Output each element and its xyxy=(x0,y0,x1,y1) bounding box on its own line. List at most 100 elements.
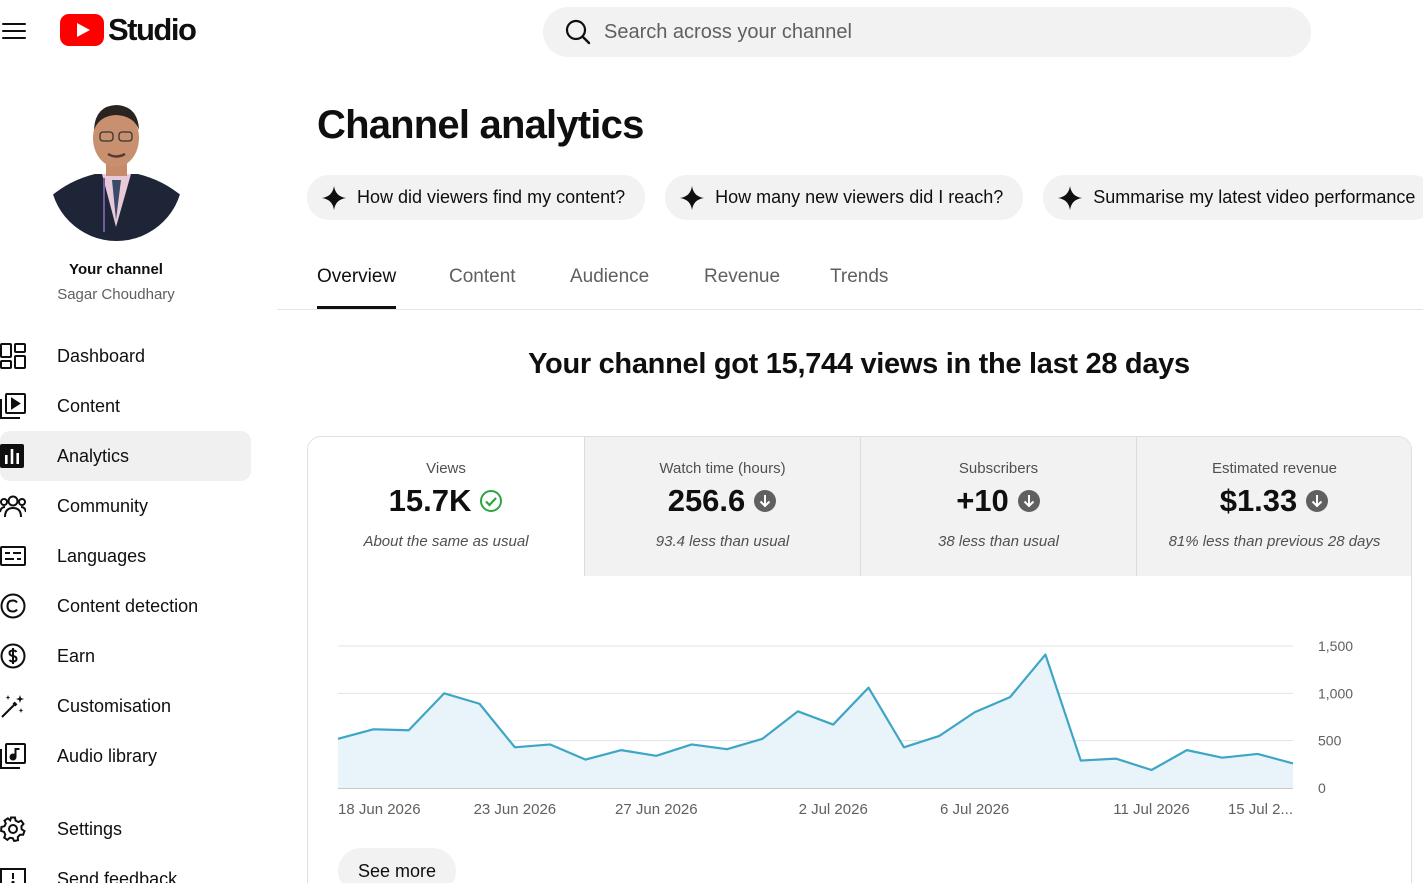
dollar-icon xyxy=(0,643,26,669)
sparkle-icon xyxy=(1058,185,1083,210)
avatar[interactable] xyxy=(50,102,183,241)
channel-label: Your channel xyxy=(69,261,163,278)
chip-label: Summarise my latest video performance xyxy=(1093,187,1416,207)
series-line xyxy=(337,653,1294,772)
metric-value-row: 15.7K xyxy=(308,483,584,519)
x-tick-label: 27 Jun 2026 xyxy=(615,801,698,818)
tab-trends[interactable]: Trends xyxy=(830,266,889,287)
search-bar[interactable] xyxy=(543,7,1311,57)
see-more-button[interactable]: See more xyxy=(338,848,457,883)
sidebar-item-analytics[interactable]: Analytics xyxy=(0,431,251,481)
sidebar: Your channel Sagar Choudhary Dashboard C… xyxy=(0,64,270,883)
sidebar-item-label: Analytics xyxy=(57,445,130,466)
sparkle-icon xyxy=(322,185,346,210)
sidebar-item-earn[interactable]: Earn xyxy=(0,631,251,681)
top-bar: Studio xyxy=(0,0,1423,64)
sidebar-item-label: Content xyxy=(57,395,121,416)
x-tick-label: 2 Jul 2026 xyxy=(799,801,868,818)
feedback-icon xyxy=(0,866,26,883)
suggestion-chips: How did viewers find my content? How man… xyxy=(307,175,1423,220)
page-title: Channel analytics xyxy=(317,103,644,147)
sidebar-item-audio-library[interactable]: Audio library xyxy=(0,731,251,781)
check-circle-icon xyxy=(479,489,503,513)
tab-overview[interactable]: Overview xyxy=(317,252,397,309)
metric-label: Estimated revenue xyxy=(1211,460,1338,477)
youtube-play-icon xyxy=(60,14,104,46)
copyright-icon xyxy=(0,593,26,619)
metric-value-row: 256.6 xyxy=(585,483,860,519)
sidebar-item-community[interactable]: Community xyxy=(0,481,251,531)
community-icon xyxy=(0,493,26,519)
sidebar-item-dashboard[interactable]: Dashboard xyxy=(0,331,251,381)
arrow-down-circle-icon xyxy=(753,489,777,513)
series-area xyxy=(338,654,1293,788)
metric-value-row: +10 xyxy=(861,483,1136,519)
sidebar-item-label: Content detection xyxy=(57,595,199,616)
sidebar-item-label: Settings xyxy=(57,818,123,839)
metric-label: Views xyxy=(426,460,466,477)
search-input[interactable] xyxy=(604,20,1254,44)
metric-label: Subscribers xyxy=(958,460,1039,477)
metric-value: 15.7K xyxy=(388,483,472,518)
menu-icon[interactable] xyxy=(2,22,26,42)
content-icon xyxy=(0,393,26,419)
sidebar-item-label: Dashboard xyxy=(57,345,146,366)
studio-logo[interactable]: Studio xyxy=(60,12,197,48)
gear-icon xyxy=(0,816,26,842)
overview-card: Views 15.7K About the same as usual Watc… xyxy=(307,436,1412,883)
chip-label: How did viewers find my content? xyxy=(357,187,626,207)
arrow-down-circle-icon xyxy=(1017,489,1041,513)
sidebar-item-languages[interactable]: Languages xyxy=(0,531,251,581)
metric-note: 81% less than previous 28 days xyxy=(1168,533,1381,550)
analytics-icon xyxy=(0,443,26,469)
metric-value: 256.6 xyxy=(667,483,746,518)
sidebar-item-label: Customisation xyxy=(57,695,172,716)
sidebar-item-label: Audio library xyxy=(57,745,158,766)
x-tick-label: 18 Jun 2026 xyxy=(338,801,421,818)
sparkle-icon xyxy=(680,185,705,210)
metric-value: +10 xyxy=(956,483,1009,518)
analytics-tabs: Overview Content Audience Revenue Trends xyxy=(277,252,1423,310)
chip-new-viewers[interactable]: How many new viewers did I reach? xyxy=(665,175,1024,220)
metric-watch-time[interactable]: Watch time (hours) 256.6 93.4 less than … xyxy=(584,437,860,576)
channel-name[interactable]: Sagar Choudhary xyxy=(57,286,175,303)
metric-revenue[interactable]: Estimated revenue $1.33 81% less than pr… xyxy=(1136,437,1411,576)
sidebar-item-customisation[interactable]: Customisation xyxy=(0,681,251,731)
chip-find-content[interactable]: How did viewers find my content? xyxy=(307,175,646,220)
metric-subscribers[interactable]: Subscribers +10 38 less than usual xyxy=(860,437,1136,576)
sidebar-item-label: Earn xyxy=(57,645,96,666)
languages-icon xyxy=(0,543,26,569)
chip-summarise-video[interactable]: Summarise my latest video performance xyxy=(1043,175,1423,220)
sidebar-item-label: Community xyxy=(57,495,149,516)
dashboard-icon xyxy=(0,343,26,369)
sidebar-item-label: Languages xyxy=(57,545,147,566)
sidebar-item-settings[interactable]: Settings xyxy=(0,804,251,854)
metric-value: $1.33 xyxy=(1219,483,1298,518)
arrow-down-circle-icon xyxy=(1305,489,1329,513)
y-tick-label: 0 xyxy=(1318,780,1326,796)
metric-note: 93.4 less than usual xyxy=(655,533,790,550)
sidebar-item-send-feedback[interactable]: Send feedback xyxy=(0,854,251,883)
metric-tabs: Views 15.7K About the same as usual Watc… xyxy=(308,437,1411,576)
nav-divider xyxy=(0,781,251,804)
x-tick-label: 15 Jul 2... xyxy=(1228,801,1293,818)
tab-audience[interactable]: Audience xyxy=(570,266,650,287)
sidebar-nav: Dashboard Content Analytics Community La… xyxy=(0,331,251,883)
metric-views[interactable]: Views 15.7K About the same as usual xyxy=(308,437,584,576)
sidebar-item-label: Send feedback xyxy=(57,868,178,883)
metric-note: 38 less than usual xyxy=(938,533,1059,550)
x-tick-label: 11 Jul 2026 xyxy=(1113,801,1189,818)
y-tick-label: 1,500 xyxy=(1318,638,1353,654)
chip-label: How many new viewers did I reach? xyxy=(715,187,1004,207)
metric-note: About the same as usual xyxy=(363,533,529,550)
sidebar-item-content-detection[interactable]: Content detection xyxy=(0,581,251,631)
search-icon[interactable] xyxy=(553,7,603,57)
tab-content[interactable]: Content xyxy=(449,266,516,287)
tab-revenue[interactable]: Revenue xyxy=(704,266,781,287)
x-tick-label: 6 Jul 2026 xyxy=(940,801,1009,818)
sidebar-item-content[interactable]: Content xyxy=(0,381,251,431)
y-tick-label: 1,000 xyxy=(1318,685,1353,701)
views-headline: Your channel got 15,744 views in the las… xyxy=(528,348,1190,380)
views-chart[interactable]: 1,500 1,000 500 0 18 Jun 2026 23 Jun 2026 27 J… xyxy=(308,576,1412,836)
magic-wand-icon xyxy=(0,693,26,719)
